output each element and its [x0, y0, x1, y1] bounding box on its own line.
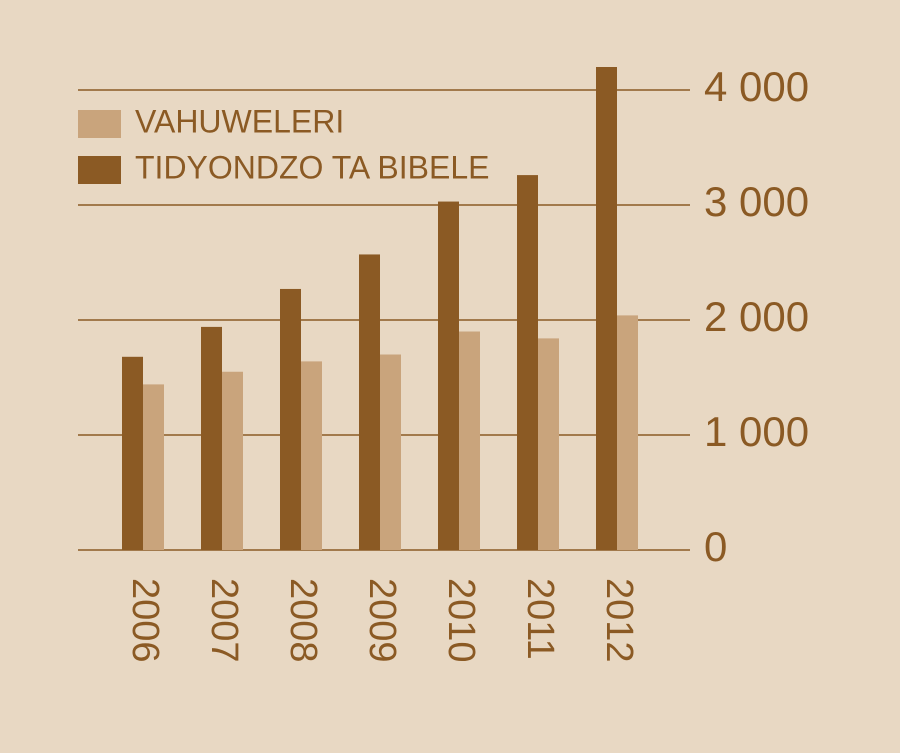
x-tick-label: 2012 — [598, 578, 640, 663]
bar — [596, 67, 617, 550]
y-tick-label: 2 000 — [704, 293, 809, 340]
bar — [201, 326, 222, 550]
bar — [617, 315, 638, 550]
y-tick-label: 1 000 — [704, 408, 809, 455]
x-tick-label: 2008 — [282, 578, 324, 663]
bar — [359, 254, 380, 550]
bar — [380, 354, 401, 550]
bar — [280, 288, 301, 550]
bar — [143, 384, 164, 550]
legend-swatch — [78, 110, 121, 138]
legend-swatch — [78, 156, 121, 184]
x-tick-label: 2006 — [124, 578, 166, 663]
y-tick-label: 0 — [704, 523, 727, 570]
x-tick-label: 2007 — [203, 578, 245, 663]
x-tick-label: 2009 — [361, 578, 403, 663]
x-tick-label: 2011 — [519, 578, 561, 660]
bar — [438, 201, 459, 551]
y-tick-label: 4 000 — [704, 63, 809, 110]
legend-label: VAHUWELERI — [135, 103, 344, 139]
legend-label: TIDYONDZO TA BIBELE — [135, 149, 489, 185]
bar — [222, 371, 243, 550]
x-tick-label: 2010 — [440, 578, 482, 663]
y-tick-label: 3 000 — [704, 178, 809, 225]
bar — [459, 331, 480, 550]
bar — [517, 175, 538, 550]
bar — [301, 361, 322, 550]
bar — [538, 338, 559, 550]
bar — [122, 356, 143, 550]
